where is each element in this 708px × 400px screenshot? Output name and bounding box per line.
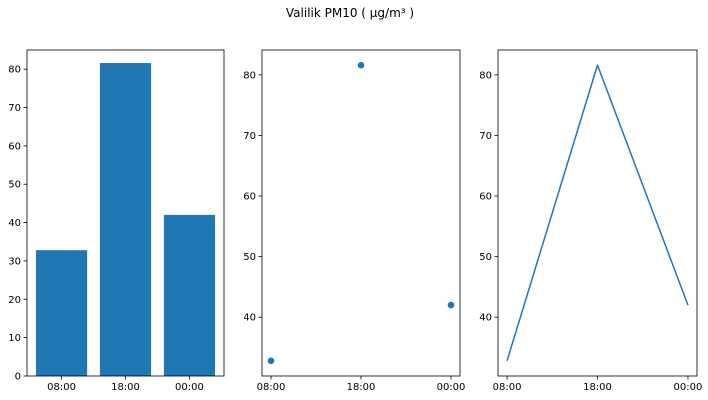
scatter-point-00:00 <box>447 301 455 309</box>
y-tick-label: 50 <box>479 252 492 263</box>
scatter-point-08:00 <box>267 357 275 365</box>
x-tick-label: 18:00 <box>347 382 376 393</box>
bar-00:00 <box>163 214 216 376</box>
y-tick-label: 80 <box>8 65 21 76</box>
y-tick-label: 30 <box>8 256 21 267</box>
y-tick-label: 70 <box>479 131 492 142</box>
y-tick-label: 70 <box>8 103 21 114</box>
bar-18:00 <box>99 63 152 376</box>
x-tick-label: 08:00 <box>493 382 522 393</box>
x-tick-label: 18:00 <box>111 382 140 393</box>
y-tick-label: 80 <box>479 70 492 81</box>
line-series <box>506 64 689 362</box>
x-tick-label: 00:00 <box>437 382 466 393</box>
chart-panel-2: 40 50 60 70 80 08:00 18:00 00:00 <box>243 49 466 393</box>
y-tick-label: 40 <box>479 313 492 324</box>
y-tick-label: 70 <box>243 131 256 142</box>
x-tick-label: 18:00 <box>583 382 612 393</box>
y-tick-label: 60 <box>8 141 21 152</box>
x-tick-label: 00:00 <box>674 382 703 393</box>
chart-panels: 0 10 20 30 40 50 60 70 80 08:00 18:00 00:00 40 50 60 70… <box>8 49 703 393</box>
figure-title: Valilik PM10 ( µg/m³ ) <box>286 6 414 20</box>
chart-panel-3: 40 50 60 70 80 08:00 18:00 00:00 <box>479 49 703 393</box>
y-tick-label: 10 <box>8 333 21 344</box>
x-tick-label: 08:00 <box>47 382 76 393</box>
y-tick-label: 60 <box>243 192 256 203</box>
axes-frame <box>497 49 698 377</box>
y-tick-label: 0 <box>15 372 21 383</box>
y-tick-label: 50 <box>8 180 21 191</box>
y-tick-label: 50 <box>243 252 256 263</box>
y-tick-label: 20 <box>8 295 21 306</box>
bar-08:00 <box>35 250 88 376</box>
x-tick-label: 08:00 <box>257 382 286 393</box>
axes-frame <box>261 49 461 377</box>
scatter-point-18:00 <box>357 61 365 69</box>
y-tick-label: 40 <box>243 313 256 324</box>
y-tick-label: 60 <box>479 192 492 203</box>
x-tick-label: 00:00 <box>175 382 204 393</box>
y-tick-label: 80 <box>243 70 256 81</box>
y-tick-label: 40 <box>8 218 21 229</box>
chart-panel-1: 0 10 20 30 40 50 60 70 80 08:00 18:00 00:00 <box>8 49 225 393</box>
